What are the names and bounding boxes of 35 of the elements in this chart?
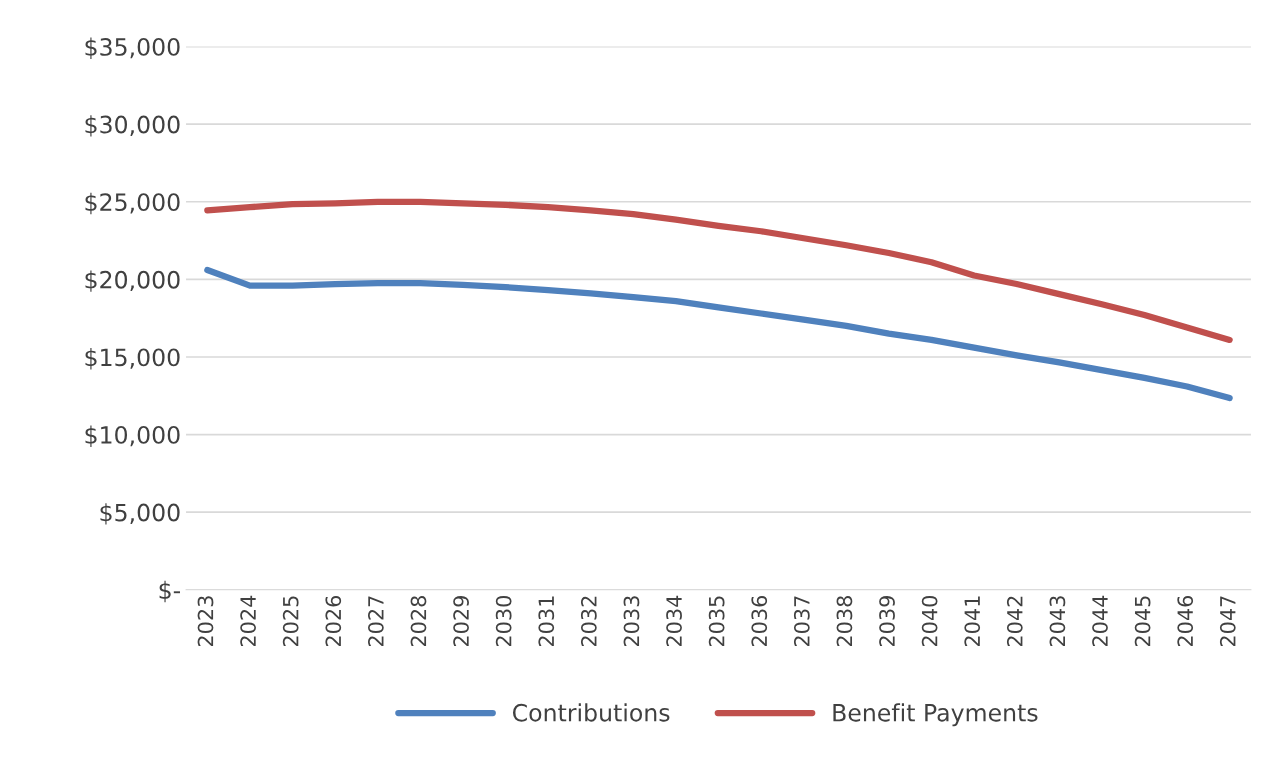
x-tick-label: 2047 <box>1219 596 1236 647</box>
x-tick-label: 2024 <box>240 595 256 647</box>
x-tick-label: 2045 <box>1134 596 1151 647</box>
x-tick-label: 2035 <box>708 596 725 647</box>
x-tick-label: 2032 <box>580 596 597 647</box>
x-tick-label: 2038 <box>836 596 853 647</box>
legend-label: Benefit Payments <box>833 703 1038 727</box>
y-tick-label: $25,000 <box>85 192 180 215</box>
x-tick-label: 2036 <box>751 595 768 647</box>
y-tick-label: $35,000 <box>85 37 180 59</box>
y-tick-label: $15,000 <box>85 347 180 370</box>
x-tick-label: 2030 <box>495 596 512 647</box>
x-tick-label: 2033 <box>623 596 640 647</box>
x-tick-label: 2046 <box>1177 595 1194 647</box>
x-tick-label: 2028 <box>410 596 427 647</box>
x-tick-label: 2042 <box>1006 596 1023 647</box>
y-tick-label: $20,000 <box>85 270 180 292</box>
x-tick-label: 2027 <box>368 596 384 647</box>
y-tick-label: $10,000 <box>85 425 180 447</box>
x-tick-label: 2031 <box>538 596 555 647</box>
y-tick-label: $- <box>159 580 181 603</box>
y-tick-label: $30,000 <box>85 115 180 137</box>
x-tick-label: 2039 <box>879 596 895 647</box>
x-tick-label: 2029 <box>453 596 469 647</box>
x-tick-label: 2026 <box>325 595 342 647</box>
x-tick-label: 2041 <box>964 596 981 647</box>
y-tick-label: $5,000 <box>100 503 180 525</box>
legend-label: Contributions <box>512 703 670 722</box>
x-tick-label: 2037 <box>793 596 810 647</box>
x-tick-label: 2040 <box>921 596 938 647</box>
x-tick-label: 2025 <box>282 596 299 647</box>
x-tick-label: 2043 <box>1049 596 1066 647</box>
x-tick-label: 2034 <box>666 595 682 647</box>
x-tick-label: 2023 <box>197 596 214 647</box>
x-tick-label: 2044 <box>1092 595 1108 647</box>
